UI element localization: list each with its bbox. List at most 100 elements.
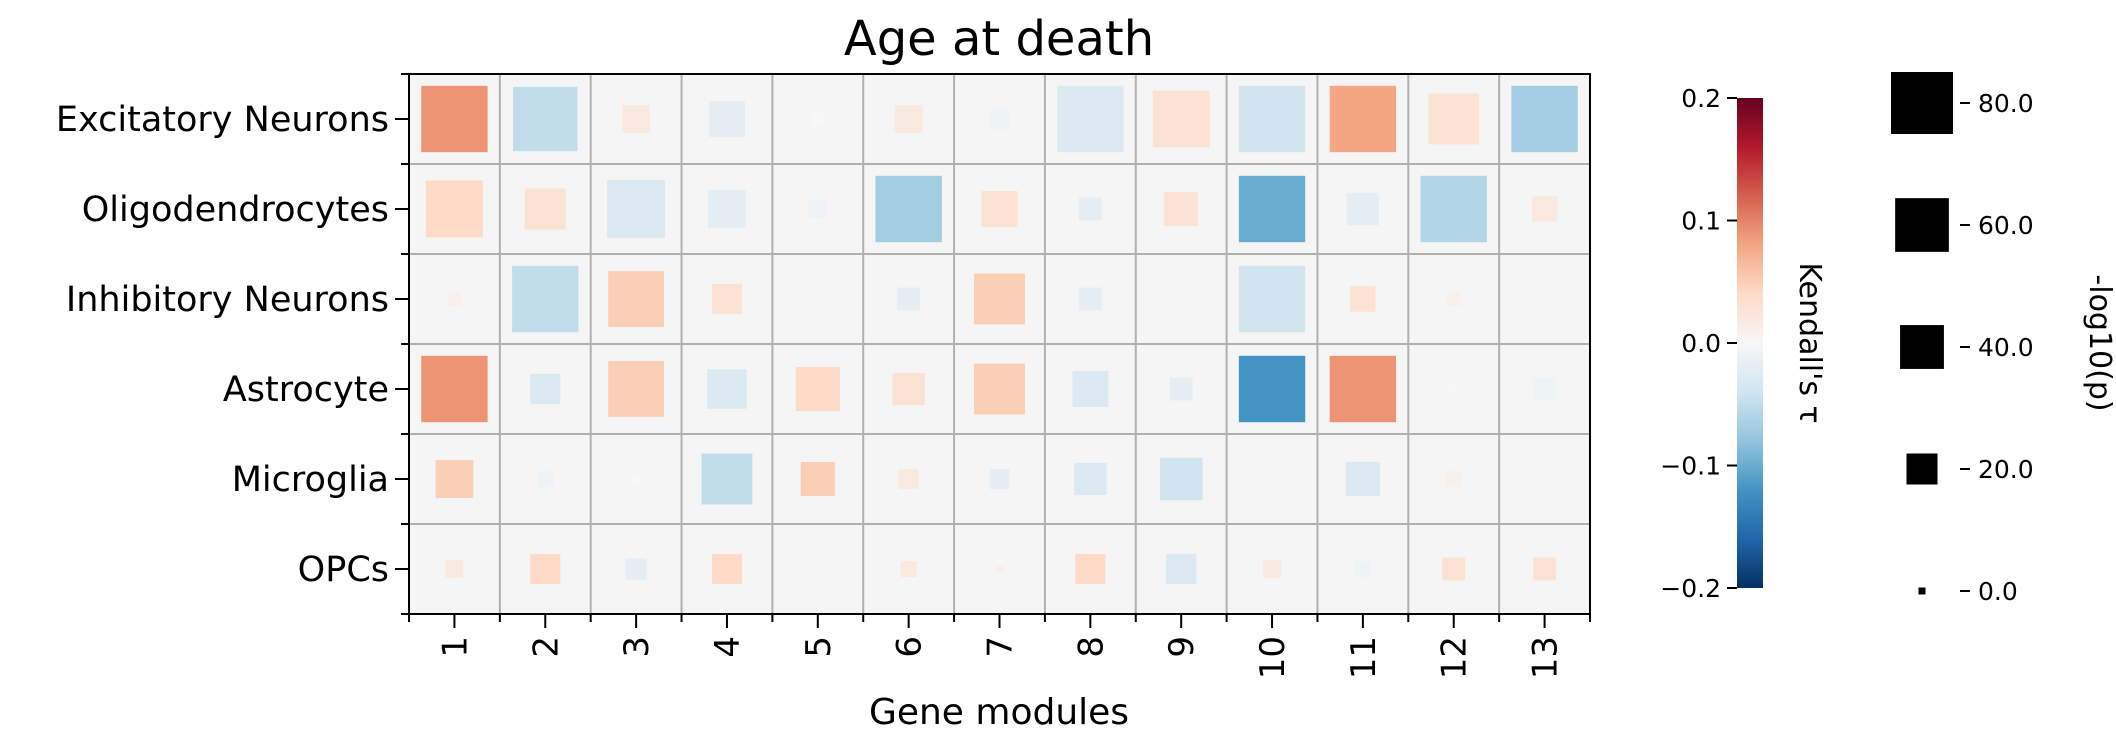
heatmap-cell	[625, 558, 647, 580]
heatmap-cell	[1533, 557, 1556, 581]
colorbar-tick-label: −0.1	[1660, 452, 1721, 481]
heatmap-cell	[1169, 377, 1193, 401]
heatmap-cell	[1345, 461, 1380, 497]
heatmap-cell	[1511, 85, 1578, 153]
heatmap-cell	[1159, 457, 1203, 501]
x-tick-label: 13	[1526, 636, 1566, 679]
x-tick-label: 3	[617, 636, 657, 658]
heatmap-cell	[1164, 191, 1199, 227]
heatmap-cell	[708, 101, 745, 137]
colorbar-tick-label: 0.0	[1681, 329, 1721, 358]
colorbar-ticks: 0.2 0.1 0.0 −0.1 −0.2	[1660, 84, 1737, 603]
heatmap-cell	[530, 373, 561, 405]
heatmap-cell	[622, 105, 651, 133]
heatmap-cell	[1354, 560, 1371, 578]
x-axis: 1 2 3 4 5 6 7 8 9 10 11 12 13	[408, 614, 1591, 679]
chart-title: Age at death	[844, 11, 1154, 67]
heatmap-cell	[708, 190, 746, 228]
heatmap-cell	[537, 470, 554, 488]
heatmap-cell	[1238, 175, 1306, 243]
x-tick-label: 12	[1435, 636, 1475, 679]
x-axis-label: Gene modules	[869, 692, 1129, 733]
x-tick-label: 5	[799, 636, 839, 658]
heatmap-cell	[1152, 90, 1210, 148]
heatmap-cell	[1270, 477, 1275, 481]
colorbar-tick-label: 0.2	[1681, 84, 1721, 113]
heatmap-cell	[981, 191, 1018, 227]
heatmap-cell	[701, 453, 753, 505]
y-tick-label: Microglia	[232, 460, 389, 500]
heatmap-cell	[1531, 196, 1558, 222]
colorbar-label: Kendall's τ	[1792, 262, 1827, 423]
size-legend-square	[1906, 453, 1938, 485]
heatmap-cell	[1238, 265, 1306, 333]
heatmap-cell	[435, 460, 474, 498]
heatmap-cell	[630, 473, 642, 485]
x-tick-label: 7	[981, 636, 1021, 658]
heatmap-cell	[1449, 384, 1458, 394]
heatmap-cell	[1078, 197, 1102, 221]
heatmap-cell	[810, 112, 825, 126]
heatmap-cell	[513, 86, 578, 152]
heatmap-cell	[1078, 287, 1102, 311]
heatmap-cell	[894, 105, 923, 133]
heatmap-cell	[1072, 371, 1109, 407]
heatmap-cell	[524, 188, 566, 230]
size-legend-label: 20.0	[1978, 455, 2034, 484]
size-legend: 80.0 60.0 40.0 20.0 0.0	[1891, 72, 2034, 606]
heatmap-cell	[989, 109, 1010, 129]
heatmap-cell	[530, 553, 561, 585]
heatmap-cell	[815, 567, 820, 571]
size-legend-label: 60.0	[1978, 211, 2034, 240]
heatmap-cell	[1445, 470, 1462, 488]
heatmap-cell	[421, 85, 488, 153]
heatmap-cell	[974, 273, 1025, 325]
heatmap-cell	[425, 180, 483, 238]
heatmap-cell	[1075, 553, 1106, 585]
size-legend-square	[1891, 72, 1953, 134]
size-legend-label: -log10(p)	[2082, 274, 2116, 411]
heatmap-cell	[1446, 292, 1461, 306]
heatmap-cell	[1238, 355, 1306, 423]
heatmap-cell	[1329, 85, 1397, 153]
heatmap-cell	[607, 179, 666, 239]
heatmap-cell	[1428, 93, 1480, 145]
heatmap-cell	[447, 292, 462, 306]
grid-lines	[409, 74, 1590, 614]
heatmap-cell	[1420, 175, 1487, 243]
heatmap-cell	[875, 175, 942, 243]
y-axis: Excitatory Neurons Oligodendrocytes Inhibi…	[56, 73, 409, 615]
heatmap-cell	[898, 469, 919, 489]
x-tick-label: 8	[1071, 636, 1111, 658]
heatmap-cell	[800, 461, 835, 497]
heatmap-cell	[897, 287, 921, 311]
x-tick-label: 2	[526, 636, 566, 658]
heatmap-cell	[995, 564, 1004, 574]
heatmap-cell	[512, 265, 579, 333]
size-legend-square	[1900, 325, 1944, 369]
heatmap-cell	[711, 283, 743, 315]
x-tick-label: 4	[708, 636, 748, 658]
heatmap-cell	[445, 560, 464, 578]
size-legend-label: 80.0	[1978, 89, 2034, 118]
heatmap-cell	[1533, 377, 1556, 401]
colorbar-tick-label: 0.1	[1681, 207, 1721, 236]
heatmap-cell	[795, 366, 840, 412]
x-tick-label: 10	[1253, 636, 1293, 679]
x-tick-label: 6	[890, 636, 930, 658]
y-tick-label: Inhibitory Neurons	[66, 280, 389, 320]
heatmap-cell	[808, 200, 827, 218]
size-legend-label: 40.0	[1978, 333, 2034, 362]
colorbar	[1737, 98, 1763, 588]
x-tick-label: 1	[435, 636, 475, 658]
y-tick-label: OPCs	[298, 550, 389, 590]
heatmap-cell	[1542, 297, 1547, 301]
heatmap-cell	[1166, 553, 1197, 585]
heatmap-cell	[608, 361, 665, 417]
heatmap-cell	[608, 271, 665, 327]
heatmap-cell	[1350, 286, 1376, 312]
heatmap-cell	[1346, 192, 1379, 226]
heatmap-cell	[974, 363, 1025, 415]
heatmap-cell	[1442, 557, 1466, 581]
